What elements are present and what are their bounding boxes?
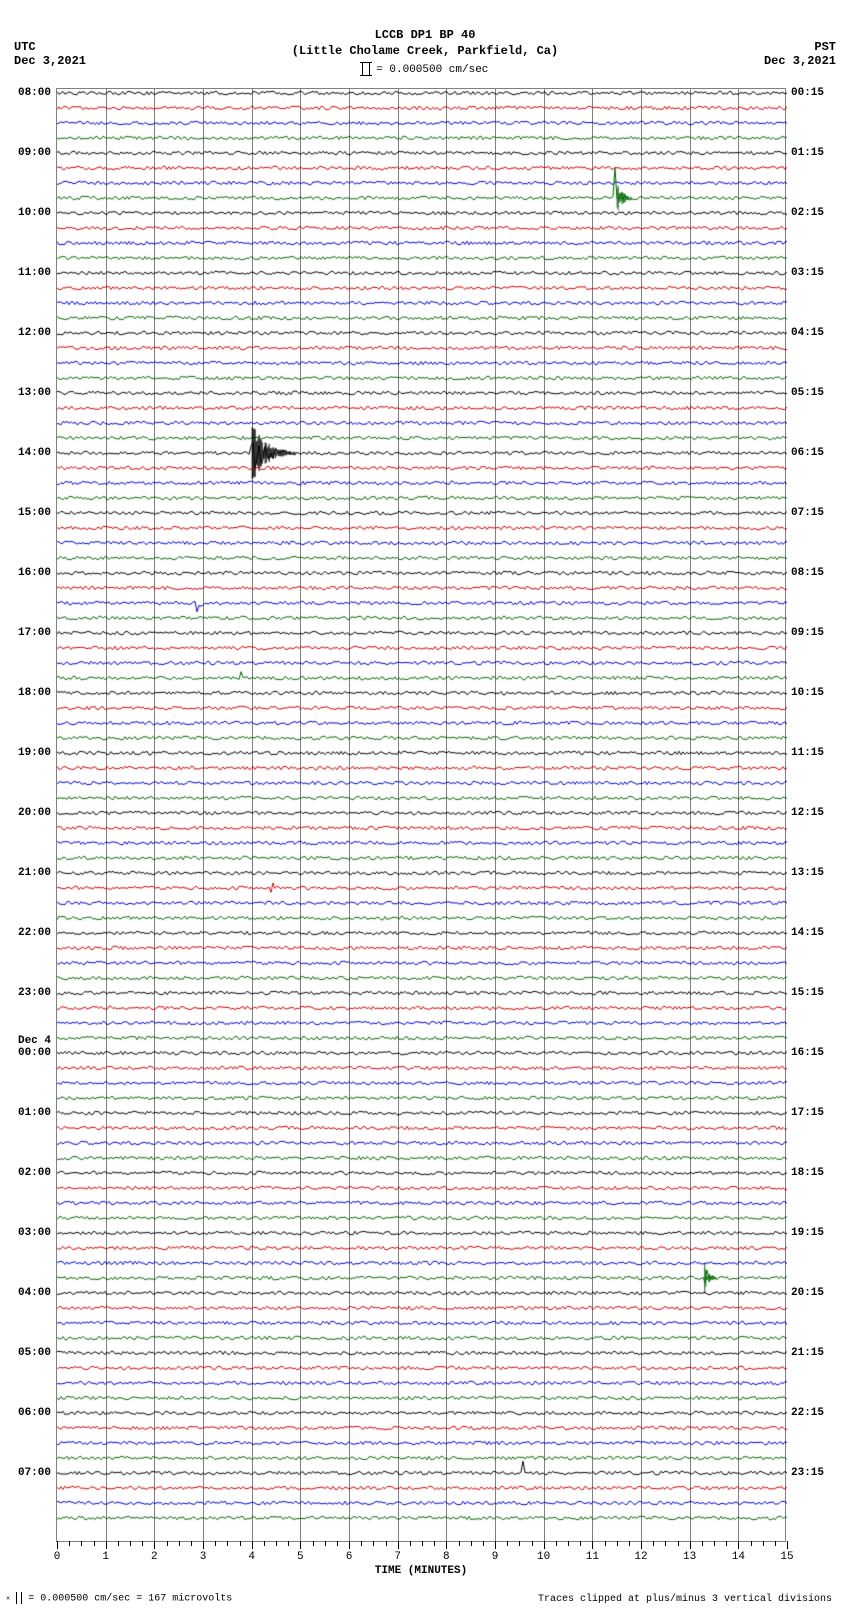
x-tick-label: 15 <box>780 1551 793 1563</box>
x-tick-label: 1 <box>102 1551 109 1563</box>
x-tick-label: 10 <box>537 1551 550 1563</box>
y-label-right: 07:15 <box>785 507 824 519</box>
y-label-left: 04:00 <box>18 1287 57 1299</box>
x-tick-label: 13 <box>683 1551 696 1563</box>
y-label-right: 21:15 <box>785 1347 824 1359</box>
x-tick-label: 14 <box>732 1551 745 1563</box>
y-label-left: 16:00 <box>18 567 57 579</box>
y-label-left: 06:00 <box>18 1407 57 1419</box>
y-label-right: 05:15 <box>785 387 824 399</box>
y-label-left: 01:00 <box>18 1107 57 1119</box>
x-tick-label: 9 <box>492 1551 499 1563</box>
y-label-left: 20:00 <box>18 807 57 819</box>
tz-left-label: UTC <box>14 40 86 54</box>
y-label-left: 17:00 <box>18 627 57 639</box>
x-tick-label: 3 <box>200 1551 207 1563</box>
x-tick-label: 12 <box>634 1551 647 1563</box>
seismogram-container: LCCB DP1 BP 40 (Little Cholame Creek, Pa… <box>0 0 850 1613</box>
station-subtitle: (Little Cholame Creek, Parkfield, Ca) <box>0 42 850 58</box>
tick-major <box>787 1541 788 1549</box>
y-label-right: 01:15 <box>785 147 824 159</box>
y-label-right: 02:15 <box>785 207 824 219</box>
y-label-right: 09:15 <box>785 627 824 639</box>
x-tick-label: 4 <box>248 1551 255 1563</box>
y-label-left: 19:00 <box>18 747 57 759</box>
y-label-left: 23:00 <box>18 987 57 999</box>
y-label-right: 16:15 <box>785 1047 824 1059</box>
y-label-right: 04:15 <box>785 327 824 339</box>
y-label-left: 14:00 <box>18 447 57 459</box>
tz-right-label: PST <box>764 40 836 54</box>
y-label-right: 19:15 <box>785 1227 824 1239</box>
x-tick-label: 11 <box>586 1551 599 1563</box>
y-label-right: 18:15 <box>785 1167 824 1179</box>
day-break-label: Dec 4 <box>18 1035 57 1047</box>
y-label-left: 05:00 <box>18 1347 57 1359</box>
y-label-right: 06:15 <box>785 447 824 459</box>
station-title: LCCB DP1 BP 40 <box>0 28 850 42</box>
y-label-left: 02:00 <box>18 1167 57 1179</box>
x-tick-label: 7 <box>394 1551 401 1563</box>
trace-row <box>57 1485 787 1551</box>
y-label-right: 13:15 <box>785 867 824 879</box>
x-tick-label: 8 <box>443 1551 450 1563</box>
x-tick-label: 6 <box>346 1551 353 1563</box>
x-tick-label: 2 <box>151 1551 158 1563</box>
y-label-right: 12:15 <box>785 807 824 819</box>
y-label-right: 10:15 <box>785 687 824 699</box>
y-label-right: 14:15 <box>785 927 824 939</box>
footer-left: × = 0.000500 cm/sec = 167 microvolts <box>6 1592 232 1605</box>
y-label-right: 11:15 <box>785 747 824 759</box>
y-label-left: 07:00 <box>18 1467 57 1479</box>
y-label-left: 03:00 <box>18 1227 57 1239</box>
y-label-right: 23:15 <box>785 1467 824 1479</box>
y-label-right: 22:15 <box>785 1407 824 1419</box>
x-tick-label: 5 <box>297 1551 304 1563</box>
y-label-left: 11:00 <box>18 267 57 279</box>
y-label-left: 22:00 <box>18 927 57 939</box>
plot-area: TIME (MINUTES) 012345678910111213141508:… <box>56 88 786 1542</box>
y-label-left: 13:00 <box>18 387 57 399</box>
y-label-left: 00:00 <box>18 1047 57 1059</box>
y-label-left: 08:00 <box>18 87 57 99</box>
y-label-right: 15:15 <box>785 987 824 999</box>
x-axis-title: TIME (MINUTES) <box>375 1565 467 1577</box>
y-label-left: 12:00 <box>18 327 57 339</box>
footer-left-text: = 0.000500 cm/sec = 167 microvolts <box>28 1594 232 1605</box>
y-label-left: 21:00 <box>18 867 57 879</box>
y-label-right: 20:15 <box>785 1287 824 1299</box>
y-label-left: 15:00 <box>18 507 57 519</box>
scale-bar-icon <box>16 1592 22 1604</box>
y-label-left: 10:00 <box>18 207 57 219</box>
y-label-right: 08:15 <box>785 567 824 579</box>
footer-right-text: Traces clipped at plus/minus 3 vertical … <box>538 1594 832 1605</box>
y-label-right: 03:15 <box>785 267 824 279</box>
y-label-left: 18:00 <box>18 687 57 699</box>
x-tick-label: 0 <box>54 1551 61 1563</box>
y-label-left: 09:00 <box>18 147 57 159</box>
y-label-right: 17:15 <box>785 1107 824 1119</box>
y-label-right: 00:15 <box>785 87 824 99</box>
